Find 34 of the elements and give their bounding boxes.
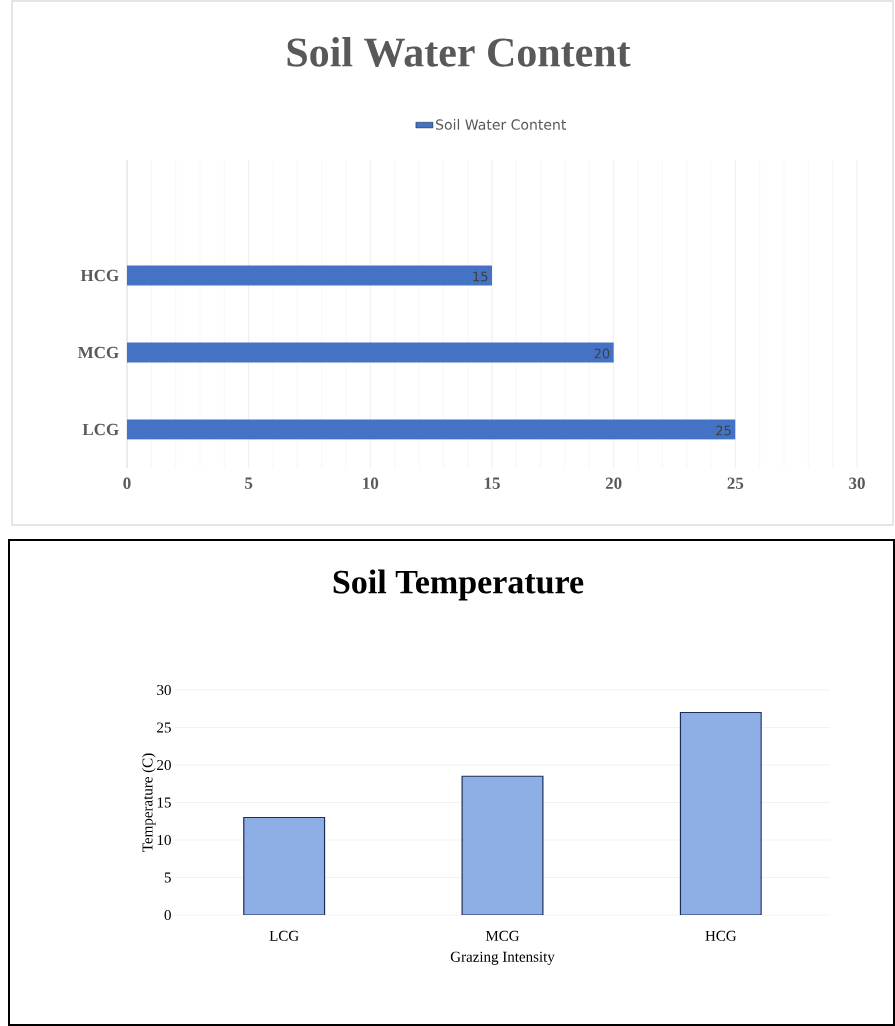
x-tick-label: 10 (363, 477, 379, 490)
y-tick-label: MCG (77, 346, 119, 359)
x-tick-label: 25 (727, 477, 744, 489)
y-tick-label: 0 (164, 909, 171, 921)
bar (679, 711, 762, 915)
x-tick-label: MCG (485, 930, 520, 941)
chart-title: Soil Water Content (287, 37, 631, 67)
data-label: 20 (594, 348, 610, 359)
x-tick-label: 5 (245, 477, 253, 489)
x-tick-label: 0 (123, 477, 131, 490)
bar (461, 775, 544, 915)
y-axis-title: Temperature (C) (142, 753, 156, 852)
y-tick-label: 20 (157, 759, 171, 771)
data-label: 15 (473, 271, 488, 282)
bar (127, 342, 614, 363)
y-tick-label: 25 (157, 722, 171, 733)
bar (127, 265, 492, 286)
y-tick-label: HCG (80, 269, 119, 282)
x-tick-label: LCG (269, 930, 299, 941)
y-tick-label: 10 (157, 834, 171, 846)
data-label: 25 (716, 425, 731, 436)
bar (243, 816, 326, 915)
chart-title: Soil Temperature (333, 569, 584, 601)
y-tick-label: 5 (164, 872, 171, 883)
x-tick-label: 30 (849, 477, 865, 490)
x-axis-title: Grazing Intensity (450, 951, 555, 965)
x-tick-label: 20 (605, 477, 622, 490)
bar (127, 419, 736, 440)
x-tick-label: 15 (484, 477, 500, 489)
x-tick-label: HCG (705, 930, 737, 941)
y-tick-label: 30 (157, 684, 171, 696)
y-tick-label: LCG (82, 423, 119, 436)
legend-label: Soil Water Content (436, 119, 566, 130)
y-tick-label: 15 (157, 797, 171, 808)
